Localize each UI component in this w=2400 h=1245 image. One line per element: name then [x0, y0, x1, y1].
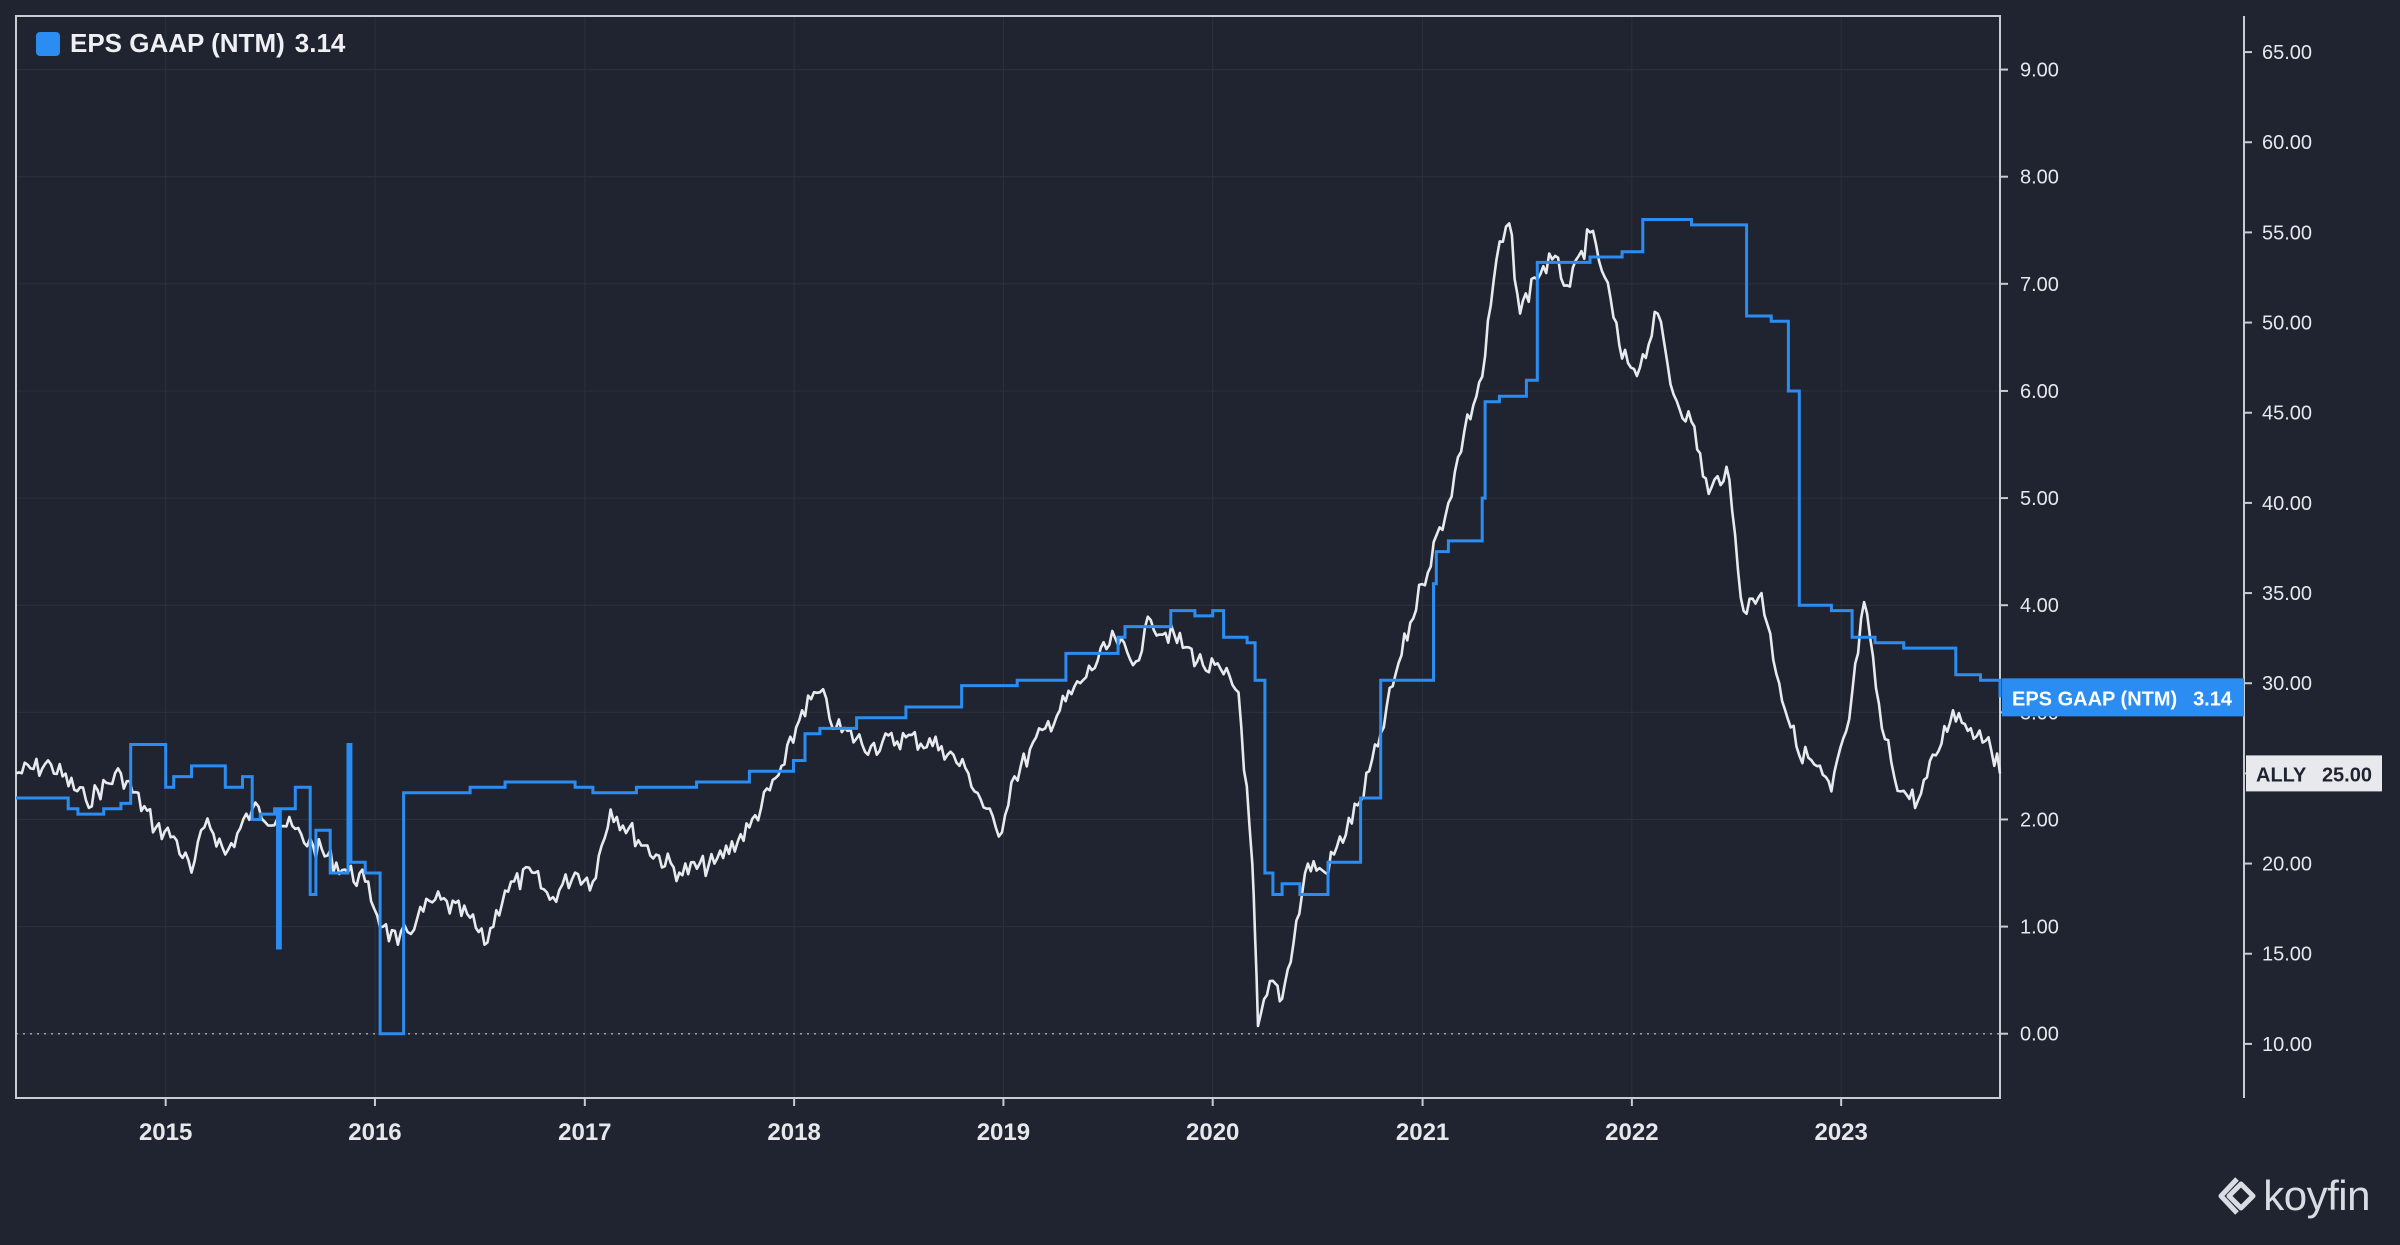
eps-axis-tick-label: 4.00: [2020, 595, 2059, 617]
legend-value: 3.14: [294, 28, 346, 58]
x-tick-label: 2016: [348, 1119, 401, 1146]
eps-axis-tick-label: 5.00: [2020, 488, 2059, 510]
x-tick-label: 2020: [1186, 1119, 1239, 1146]
price-axis-tick-label: 60.00: [2262, 132, 2312, 154]
price-axis-tick-label: 30.00: [2262, 673, 2312, 695]
koyfin-logo: koyfin: [2215, 1172, 2370, 1220]
koyfin-logo-icon: [2218, 1177, 2256, 1215]
x-tick-label: 2019: [977, 1119, 1030, 1146]
legend-swatch: [36, 31, 60, 56]
eps-axis-tick-label: 8.00: [2020, 167, 2059, 189]
price-axis-tick-label: 40.00: [2262, 493, 2312, 515]
eps-axis-tick-label: 1.00: [2020, 917, 2059, 939]
ally-last-value: 25.00: [2322, 764, 2372, 786]
x-tick-label: 2017: [558, 1119, 611, 1146]
price-axis-tick-label: 55.00: [2262, 222, 2312, 244]
eps-last-value-tag: [2002, 678, 2244, 717]
eps-axis-tick-label: 0.00: [2020, 1024, 2059, 1046]
price-axis-tick-label: 10.00: [2262, 1034, 2312, 1056]
eps-last-value: 3.14: [2193, 688, 2233, 710]
price-axis-tick-label: 35.00: [2262, 583, 2312, 605]
price-axis-tick-label: 65.00: [2262, 42, 2312, 64]
eps-axis-tick-label: 9.00: [2020, 60, 2059, 82]
x-tick-label: 2021: [1396, 1119, 1449, 1146]
eps-axis-tick-label: 2.00: [2020, 809, 2059, 831]
eps-axis-tick-label: 6.00: [2020, 381, 2059, 403]
price-axis-tick-label: 15.00: [2262, 944, 2312, 966]
x-tick-label: 2022: [1605, 1119, 1658, 1146]
chart-legend[interactable]: EPS GAAP (NTM) 3.14: [36, 28, 345, 59]
ally-price-line: [15, 222, 2002, 1028]
price-axis-tick-label: 50.00: [2262, 313, 2312, 335]
price-axis-tick-label: 20.00: [2262, 854, 2312, 876]
x-tick-label: 2018: [767, 1119, 820, 1146]
plot-frame: [15, 15, 2001, 1099]
x-tick-label: 2015: [139, 1119, 192, 1146]
price-axis-tick-label: 45.00: [2262, 403, 2312, 425]
eps-last-value-label: EPS GAAP (NTM): [2012, 688, 2177, 710]
x-tick-label: 2023: [1814, 1119, 1867, 1146]
ally-last-value-tag: [2246, 755, 2382, 792]
eps-axis-tick-label: 7.00: [2020, 274, 2059, 296]
eps-gaap-ntm-line: [16, 218, 2002, 1036]
brand-name: koyfin: [2263, 1172, 2370, 1219]
legend-label: EPS GAAP (NTM): [70, 28, 285, 58]
ally-last-value-label: ALLY: [2256, 764, 2307, 786]
